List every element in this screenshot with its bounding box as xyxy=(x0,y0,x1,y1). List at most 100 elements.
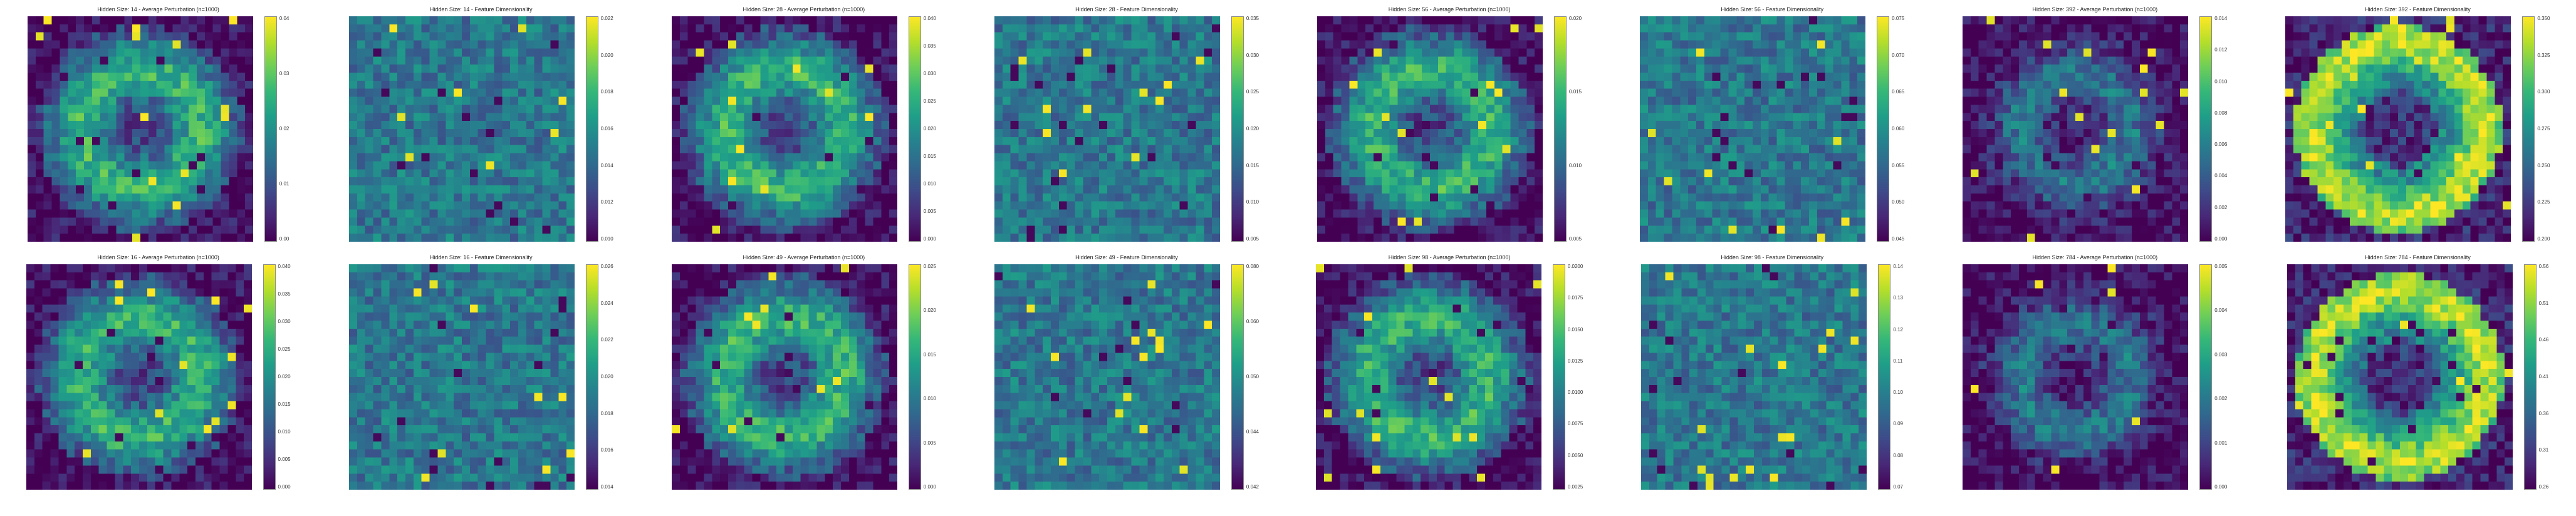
heatmap-canvas xyxy=(349,16,575,242)
colorbar: 0.0250.0200.0150.0100.0050.000 xyxy=(909,264,936,490)
colorbar-tick-label: 0.0150 xyxy=(1568,328,1583,333)
colorbar: 0.0750.0700.0650.0600.0550.0500.045 xyxy=(1877,16,1904,242)
heatmap-canvas xyxy=(994,264,1220,490)
panel-title: Hidden Size: 56 - Average Perturbation (… xyxy=(1389,6,1511,13)
heatmap-canvas xyxy=(1963,16,2188,242)
plot-area: 0.0220.0200.0180.0160.0140.0120.010 xyxy=(349,16,613,242)
plot-area: 0.0140.0120.0100.0080.0060.0040.0020.000 xyxy=(1963,16,2227,242)
panel-title: Hidden Size: 392 - Feature Dimensionalit… xyxy=(2365,6,2471,13)
heatmap-panel: Hidden Size: 14 - Feature Dimensionality… xyxy=(329,6,633,242)
panel-title: Hidden Size: 16 - Feature Dimensionality xyxy=(430,254,533,261)
plot-area: 0.3500.3250.3000.2750.2500.2250.200 xyxy=(2285,16,2550,242)
colorbar-ticks: 0.0220.0200.0180.0160.0140.0120.010 xyxy=(601,16,613,242)
colorbar-tick-label: 0.250 xyxy=(2537,163,2550,168)
heatmap-panel: Hidden Size: 28 - Average Perturbation (… xyxy=(652,6,956,242)
heatmap-panel: Hidden Size: 784 - Average Perturbation … xyxy=(1943,254,2247,490)
colorbar-tick-label: 0.012 xyxy=(2214,48,2227,53)
colorbar: 0.0800.0600.0500.0440.042 xyxy=(1231,264,1259,490)
colorbar-tick-label: 0.26 xyxy=(2539,485,2549,490)
colorbar-tick-label: 0.055 xyxy=(1892,163,1904,168)
colorbar-tick-label: 0.0025 xyxy=(1568,485,1583,490)
colorbar-tick-label: 0.025 xyxy=(1246,90,1259,95)
heatmap-canvas xyxy=(994,16,1220,242)
colorbar: 0.040.030.020.010.00 xyxy=(264,16,289,242)
colorbar-ticks: 0.0800.0600.0500.0440.042 xyxy=(1246,264,1259,490)
colorbar-tick-label: 0.002 xyxy=(2214,205,2227,210)
heatmap-canvas xyxy=(672,264,897,490)
colorbar-tick-label: 0.0050 xyxy=(1568,453,1583,458)
colorbar-tick-label: 0.46 xyxy=(2539,338,2549,343)
heatmap-panel: Hidden Size: 16 - Feature Dimensionality… xyxy=(329,254,633,490)
panel-title: Hidden Size: 14 - Average Perturbation (… xyxy=(97,6,219,13)
colorbar-gradient xyxy=(264,16,277,242)
heatmap-panel: Hidden Size: 49 - Average Perturbation (… xyxy=(652,254,956,490)
colorbar-tick-label: 0.31 xyxy=(2539,448,2549,453)
colorbar-gradient xyxy=(2524,264,2537,490)
panel-title: Hidden Size: 49 - Average Perturbation (… xyxy=(743,254,865,261)
heatmap-panel: Hidden Size: 392 - Feature Dimensionalit… xyxy=(2266,6,2570,242)
colorbar-tick-label: 0.0125 xyxy=(1568,359,1583,364)
colorbar-tick-label: 0.015 xyxy=(1569,90,1582,95)
colorbar-ticks: 0.0200.0150.0100.005 xyxy=(1569,16,1582,242)
heatmap-canvas xyxy=(2287,264,2513,490)
colorbar-gradient xyxy=(2522,16,2535,242)
colorbar-tick-label: 0.51 xyxy=(2539,301,2549,306)
heatmap-canvas xyxy=(1641,264,1867,490)
colorbar-tick-label: 0.008 xyxy=(2214,111,2227,116)
heatmap-panel: Hidden Size: 98 - Feature Dimensionality… xyxy=(1620,254,1924,490)
colorbar-tick-label: 0.0175 xyxy=(1568,296,1583,301)
panel-title: Hidden Size: 392 - Average Perturbation … xyxy=(2032,6,2157,13)
colorbar-tick-label: 0.36 xyxy=(2539,411,2549,416)
colorbar-tick-label: 0.56 xyxy=(2539,264,2549,269)
plot-area: 0.0250.0200.0150.0100.0050.000 xyxy=(672,264,936,490)
plot-area: 0.040.030.020.010.00 xyxy=(28,16,289,242)
colorbar-tick-label: 0.0200 xyxy=(1568,264,1583,269)
colorbar-tick-label: 0.025 xyxy=(924,264,936,269)
plot-area: 0.560.510.460.410.360.310.26 xyxy=(2287,264,2549,490)
colorbar-ticks: 0.560.510.460.410.360.310.26 xyxy=(2539,264,2549,490)
heatmap-panel: Hidden Size: 56 - Feature Dimensionality… xyxy=(1620,6,1924,242)
colorbar-ticks: 0.0400.0350.0300.0250.0200.0150.0100.005… xyxy=(924,16,936,242)
colorbar-tick-label: 0.002 xyxy=(2214,396,2227,401)
colorbar-gradient xyxy=(586,16,598,242)
colorbar-tick-label: 0.030 xyxy=(1246,53,1259,58)
plot-area: 0.0800.0600.0500.0440.042 xyxy=(994,264,1259,490)
colorbar-tick-label: 0.060 xyxy=(1246,319,1259,324)
plot-area: 0.0400.0350.0300.0250.0200.0150.0100.005… xyxy=(26,264,291,490)
colorbar-tick-label: 0.030 xyxy=(924,71,936,76)
colorbar: 0.0260.0240.0220.0200.0180.0160.014 xyxy=(586,264,613,490)
colorbar-tick-label: 0.09 xyxy=(1893,421,1903,426)
colorbar-ticks: 0.0050.0040.0030.0020.0010.000 xyxy=(2214,264,2227,490)
colorbar-tick-label: 0.225 xyxy=(2537,200,2550,205)
colorbar: 0.0140.0120.0100.0080.0060.0040.0020.000 xyxy=(2199,16,2227,242)
colorbar: 0.560.510.460.410.360.310.26 xyxy=(2524,264,2549,490)
colorbar-ticks: 0.040.030.020.010.00 xyxy=(279,16,289,242)
colorbar-ticks: 0.140.130.120.110.100.090.080.07 xyxy=(1893,264,1903,490)
colorbar-tick-label: 0.025 xyxy=(278,347,291,352)
colorbar-tick-label: 0.040 xyxy=(924,16,936,21)
colorbar: 0.3500.3250.3000.2750.2500.2250.200 xyxy=(2522,16,2550,242)
colorbar-tick-label: 0.045 xyxy=(1892,237,1904,242)
heatmap-panel: Hidden Size: 16 - Average Perturbation (… xyxy=(6,254,310,490)
colorbar-tick-label: 0.010 xyxy=(278,430,291,435)
colorbar-tick-label: 0.014 xyxy=(2214,16,2227,21)
colorbar-tick-label: 0.010 xyxy=(1569,163,1582,168)
plot-area: 0.0350.0300.0250.0200.0150.0100.005 xyxy=(994,16,1259,242)
heatmap-canvas xyxy=(26,264,252,490)
colorbar-tick-label: 0.12 xyxy=(1893,328,1903,333)
colorbar-gradient xyxy=(1877,16,1889,242)
colorbar-tick-label: 0.001 xyxy=(2214,441,2227,446)
colorbar-tick-label: 0.015 xyxy=(1246,163,1259,168)
colorbar-tick-label: 0.022 xyxy=(601,16,613,21)
panel-title: Hidden Size: 784 - Average Perturbation … xyxy=(2032,254,2157,261)
colorbar-gradient xyxy=(2199,16,2212,242)
heatmap-panel: Hidden Size: 49 - Feature Dimensionality… xyxy=(974,254,1278,490)
colorbar-tick-label: 0.010 xyxy=(924,182,936,187)
colorbar-tick-label: 0.10 xyxy=(1893,390,1903,395)
colorbar: 0.0400.0350.0300.0250.0200.0150.0100.005… xyxy=(909,16,936,242)
colorbar-tick-label: 0.040 xyxy=(278,264,291,269)
panel-title: Hidden Size: 49 - Feature Dimensionality xyxy=(1075,254,1178,261)
colorbar-gradient xyxy=(586,264,598,490)
colorbar-tick-label: 0.325 xyxy=(2537,53,2550,58)
heatmap-canvas xyxy=(2285,16,2511,242)
